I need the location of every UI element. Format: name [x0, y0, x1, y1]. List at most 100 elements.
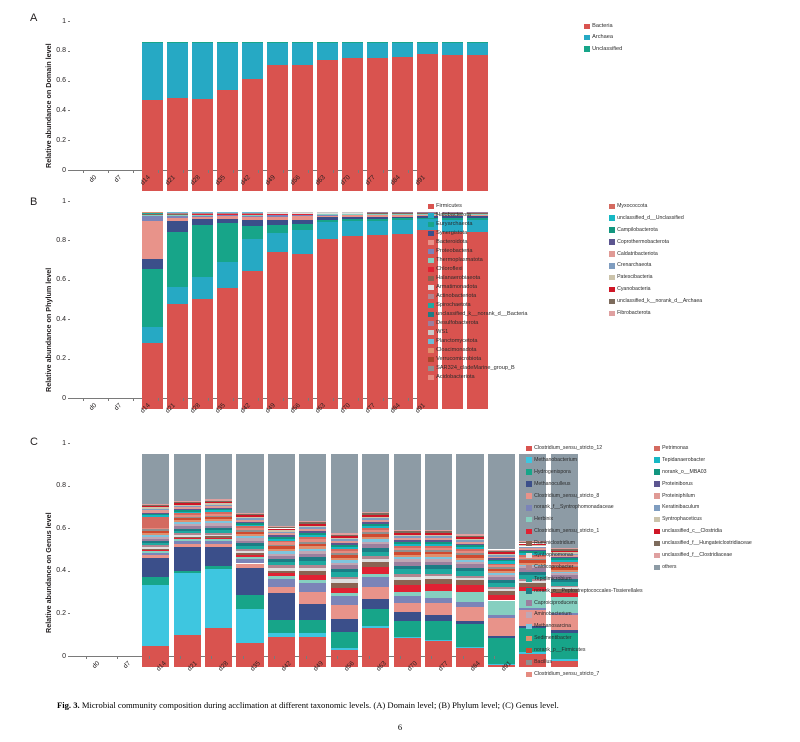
stacked-bar[interactable] — [216, 212, 239, 409]
stacked-bar[interactable] — [416, 212, 439, 409]
stacked-bar[interactable] — [393, 454, 421, 667]
legend-item[interactable]: Clostridium_sensu_stricto_1 — [526, 527, 643, 539]
stacked-bar[interactable] — [191, 212, 214, 409]
stacked-bar[interactable] — [141, 212, 164, 409]
legend-item[interactable]: Synergistota — [428, 229, 528, 238]
legend-item[interactable]: Chloroflexi — [428, 265, 528, 274]
legend-item[interactable]: Campilobacterota — [609, 226, 702, 238]
stacked-bar[interactable] — [466, 42, 489, 191]
legend-item[interactable]: others — [654, 563, 752, 575]
stacked-bar[interactable] — [366, 212, 389, 409]
legend-item[interactable]: Armatimonadota — [428, 283, 528, 292]
legend-item[interactable]: norank_o__MBA03 — [654, 468, 752, 480]
stacked-bar[interactable] — [266, 42, 289, 191]
legend-item[interactable]: Caldatribacteriota — [609, 250, 702, 262]
legend-item[interactable]: Proteiniborus — [654, 480, 752, 492]
legend-item[interactable]: unclassified_d__Unclassified — [609, 214, 702, 226]
legend-item[interactable]: Clostridium_sensu_stricto_8 — [526, 492, 643, 504]
legend-item[interactable]: Myxococcota — [609, 202, 702, 214]
legend-item[interactable]: Methanobacterium — [526, 456, 643, 468]
legend-item[interactable]: Cloacimonadota — [428, 346, 528, 355]
legend-item[interactable]: norank_f__Syntrophomonadaceae — [526, 503, 643, 515]
legend-item[interactable]: Proteiniphilum — [654, 492, 752, 504]
stacked-bar[interactable] — [416, 42, 439, 191]
stacked-bar[interactable] — [341, 212, 364, 409]
legend-item[interactable]: Keratinibaculum — [654, 503, 752, 515]
legend-item[interactable]: Caproiciproducens — [526, 599, 643, 611]
stacked-bar[interactable] — [241, 212, 264, 409]
legend-item[interactable]: SAR324_cladeMarine_group_B — [428, 364, 528, 373]
legend-item[interactable]: Halanaerobiaeota — [428, 274, 528, 283]
legend-item[interactable]: Unclassified — [584, 45, 622, 56]
stacked-bar[interactable] — [141, 42, 164, 191]
legend-item[interactable]: Patescibacteria — [609, 273, 702, 285]
legend-item[interactable]: Methanosarcina — [526, 622, 643, 634]
legend-item[interactable]: Actinobacteriota — [428, 292, 528, 301]
legend-item[interactable]: Sedimentibacter — [526, 634, 643, 646]
stacked-bar[interactable] — [330, 454, 358, 667]
legend-item[interactable]: unclassified_f__Clostridiaceae — [654, 551, 752, 563]
legend-item[interactable]: Proteobacteria — [428, 247, 528, 256]
stacked-bar[interactable] — [391, 212, 414, 409]
stacked-bar[interactable] — [266, 212, 289, 409]
legend-item[interactable]: norank_p__Firmicutes — [526, 646, 643, 658]
stacked-bar[interactable] — [216, 42, 239, 191]
stacked-bar[interactable] — [241, 42, 264, 191]
legend-item[interactable]: Bacillus — [526, 658, 643, 670]
legend-item[interactable]: unclassified_c__Clostridia — [654, 527, 752, 539]
stacked-bar[interactable] — [191, 42, 214, 191]
stacked-bar[interactable] — [299, 454, 327, 667]
stacked-bar[interactable] — [291, 42, 314, 191]
legend-item[interactable]: Acidobacteriota — [428, 373, 528, 382]
stacked-bar[interactable] — [341, 42, 364, 191]
stacked-bar[interactable] — [205, 454, 233, 667]
legend-item[interactable]: Bacteroidota — [428, 238, 528, 247]
legend-item[interactable]: unclassified_k__norank_d__Archaea — [609, 297, 702, 309]
legend-item[interactable]: Tepidanaerobacter — [654, 456, 752, 468]
stacked-bar[interactable] — [441, 212, 464, 409]
legend-item[interactable]: unclassified_k__norank_d__Bacteria — [428, 310, 528, 319]
stacked-bar[interactable] — [487, 454, 515, 667]
legend-item[interactable]: Bacteria — [584, 22, 622, 33]
stacked-bar[interactable] — [267, 454, 295, 667]
legend-item[interactable]: Fibrobacterota — [609, 309, 702, 321]
legend-item[interactable]: Cyanobacteria — [609, 285, 702, 297]
stacked-bar[interactable] — [466, 212, 489, 409]
stacked-bar[interactable] — [441, 42, 464, 191]
legend-item[interactable]: Tepidimicrobium — [526, 575, 643, 587]
stacked-bar[interactable] — [366, 42, 389, 191]
legend-item[interactable]: Halobacterota — [428, 211, 528, 220]
legend-item[interactable]: Syntrophomonas — [526, 551, 643, 563]
legend-item[interactable]: norank_o__Peptostreptococcales-Tissierel… — [526, 587, 643, 599]
stacked-bar[interactable] — [550, 454, 578, 667]
stacked-bar[interactable] — [316, 42, 339, 191]
legend-item[interactable]: Clostridium_sensu_stricto_12 — [526, 444, 643, 456]
legend-item[interactable]: WS1 — [428, 328, 528, 337]
stacked-bar[interactable] — [362, 454, 390, 667]
legend-item[interactable]: Archaea — [584, 33, 622, 44]
legend-item[interactable]: Syntrophaceticus — [654, 515, 752, 527]
legend-item[interactable]: Planctomycetota — [428, 337, 528, 346]
legend-item[interactable]: Ruminiclostridium — [526, 539, 643, 551]
legend-item[interactable]: Aminobacterium — [526, 610, 643, 622]
legend-item[interactable]: Spirochaetota — [428, 301, 528, 310]
stacked-bar[interactable] — [142, 454, 170, 667]
legend-item[interactable]: Clostridium_sensu_stricto_7 — [526, 670, 643, 682]
legend-item[interactable]: Euryarchaeota — [428, 220, 528, 229]
legend-item[interactable]: Caldicoprobacter — [526, 563, 643, 575]
stacked-bar[interactable] — [166, 212, 189, 409]
legend-item[interactable]: Methanoculleus — [526, 480, 643, 492]
legend-item[interactable]: Verrucomicrobiota — [428, 355, 528, 364]
legend-item[interactable]: unclassified_f__Hungateiclostridiaceae — [654, 539, 752, 551]
stacked-bar[interactable] — [173, 454, 201, 667]
legend-item[interactable]: Herbinix — [526, 515, 643, 527]
legend-item[interactable]: Desulfobacterota — [428, 319, 528, 328]
stacked-bar[interactable] — [166, 42, 189, 191]
legend-item[interactable]: Coprothermobacterota — [609, 238, 702, 250]
legend-item[interactable]: Firmicutes — [428, 202, 528, 211]
stacked-bar[interactable] — [291, 212, 314, 409]
legend-item[interactable]: Thermoplasmatota — [428, 256, 528, 265]
stacked-bar[interactable] — [519, 454, 547, 667]
stacked-bar[interactable] — [316, 212, 339, 409]
stacked-bar[interactable] — [425, 454, 453, 667]
